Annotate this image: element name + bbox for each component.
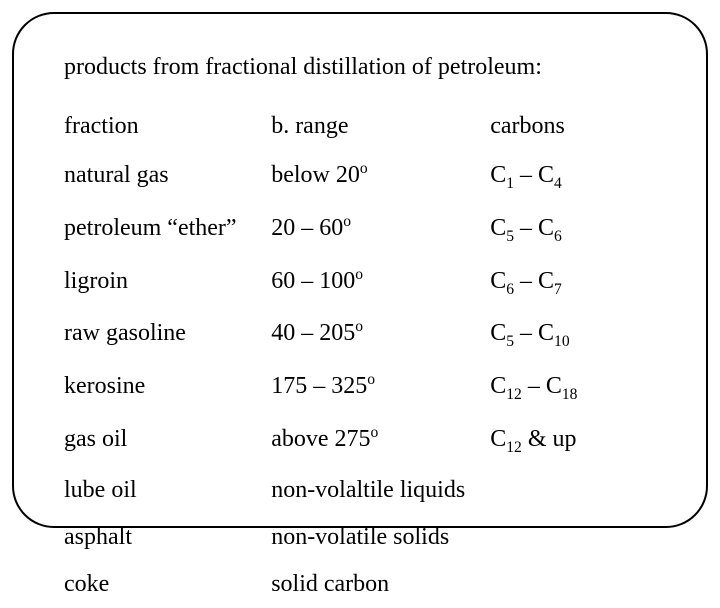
header-carbons: carbons	[490, 103, 656, 150]
cell-range: non-volatile solids	[271, 514, 490, 561]
cell-carbons: C12 & up	[490, 414, 656, 467]
cell-range: above 275o	[271, 414, 490, 467]
table-row: kerosine175 – 325oC12 – C18	[64, 361, 656, 414]
cell-range: 40 – 205o	[271, 308, 490, 361]
table-row: petroleum “ether”20 – 60oC5 – C6	[64, 203, 656, 256]
table-row: natural gasbelow 20oC1 – C4	[64, 150, 656, 203]
cell-range: below 20o	[271, 150, 490, 203]
cell-fraction: asphalt	[64, 514, 271, 561]
table-row: cokesolid carbon	[64, 561, 656, 608]
cell-fraction: gas oil	[64, 414, 271, 467]
cell-fraction: coke	[64, 561, 271, 608]
fractions-table: fractionb. rangecarbonsnatural gasbelow …	[64, 103, 656, 608]
cell-fraction: ligroin	[64, 256, 271, 309]
table-row: asphaltnon-volatile solids	[64, 514, 656, 561]
cell-carbons: C1 – C4	[490, 150, 656, 203]
cell-range: solid carbon	[271, 561, 490, 608]
cell-range: non-volaltile liquids	[271, 467, 490, 514]
header-fraction: fraction	[64, 103, 271, 150]
cell-range: 20 – 60o	[271, 203, 490, 256]
cell-carbons: C12 – C18	[490, 361, 656, 414]
table-row: lube oilnon-volaltile liquids	[64, 467, 656, 514]
slide-frame: products from fractional distillation of…	[12, 12, 708, 528]
cell-carbons: C5 – C6	[490, 203, 656, 256]
cell-fraction: petroleum “ether”	[64, 203, 271, 256]
slide-title: products from fractional distillation of…	[64, 54, 656, 81]
cell-carbons: C5 – C10	[490, 308, 656, 361]
cell-fraction: lube oil	[64, 467, 271, 514]
header-range: b. range	[271, 103, 490, 150]
cell-carbons: C6 – C7	[490, 256, 656, 309]
table-row: raw gasoline40 – 205oC5 – C10	[64, 308, 656, 361]
cell-range: 175 – 325o	[271, 361, 490, 414]
cell-carbons	[490, 514, 656, 561]
table-row: ligroin60 – 100oC6 – C7	[64, 256, 656, 309]
cell-range: 60 – 100o	[271, 256, 490, 309]
cell-carbons	[490, 561, 656, 608]
cell-fraction: kerosine	[64, 361, 271, 414]
cell-fraction: raw gasoline	[64, 308, 271, 361]
table-header-row: fractionb. rangecarbons	[64, 103, 656, 150]
table-row: gas oilabove 275oC12 & up	[64, 414, 656, 467]
cell-fraction: natural gas	[64, 150, 271, 203]
cell-carbons	[490, 467, 656, 514]
